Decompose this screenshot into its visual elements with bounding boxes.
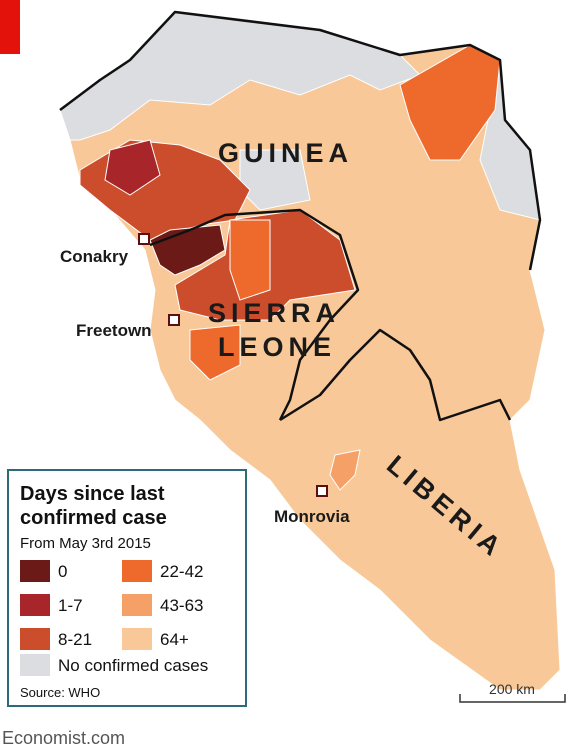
legend-swatch: [20, 654, 50, 676]
legend-subtitle: From May 3rd 2015: [20, 535, 151, 552]
legend: Days since last confirmed case From May …: [7, 469, 247, 707]
regions: [59, 11, 561, 691]
scale-label: 200 km: [489, 681, 535, 697]
legend-label: 22-42: [160, 562, 203, 581]
city-label: Freetown: [76, 321, 152, 340]
legend-title: confirmed case: [20, 507, 167, 529]
legend-items: 0 1-7 8-21 22-42 43-63 64+ No confirmed cases: [20, 560, 208, 676]
border: [279, 328, 512, 422]
country-label: SIERRA: [208, 298, 340, 328]
credit: Economist.com: [2, 728, 125, 748]
brand-tag: [0, 0, 20, 54]
source: Source: WHO: [20, 685, 100, 700]
country-label: GUINEA: [218, 138, 353, 168]
scale-bar: 200 km: [459, 681, 566, 703]
legend-label: 64+: [160, 630, 189, 649]
city-label: Monrovia: [274, 507, 350, 526]
legend-label: No confirmed cases: [58, 656, 208, 675]
region: [329, 449, 361, 491]
legend-title: Days since last: [20, 483, 165, 505]
region: [229, 219, 271, 301]
legend-swatch: [122, 628, 152, 650]
legend-label: 8-21: [58, 630, 92, 649]
border: [149, 208, 360, 421]
legend-label: 0: [58, 562, 67, 581]
city-label: Conakry: [60, 247, 129, 266]
city-marker: [168, 314, 180, 326]
legend-label: 43-63: [160, 596, 203, 615]
region: [189, 324, 241, 381]
legend-swatch: [20, 628, 50, 650]
city-marker: [138, 233, 150, 245]
legend-swatch: [20, 560, 50, 582]
scale-line: [459, 694, 566, 703]
city-marker: [316, 485, 328, 497]
legend-swatch: [122, 560, 152, 582]
region: [104, 139, 161, 196]
border: [59, 10, 542, 271]
legend-label: 1-7: [58, 596, 83, 615]
legend-swatch: [122, 594, 152, 616]
country-label: LEONE: [218, 332, 336, 362]
legend-swatch: [20, 594, 50, 616]
